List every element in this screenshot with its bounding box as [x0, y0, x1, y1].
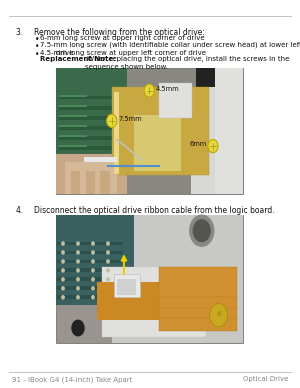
FancyBboxPatch shape: [56, 68, 127, 163]
Circle shape: [72, 320, 84, 336]
FancyBboxPatch shape: [134, 114, 181, 171]
FancyBboxPatch shape: [57, 260, 123, 263]
Text: When replacing the optical drive, install the screws in the
sequence shown below: When replacing the optical drive, instal…: [85, 56, 289, 70]
Circle shape: [92, 296, 94, 299]
FancyBboxPatch shape: [85, 171, 95, 194]
FancyBboxPatch shape: [59, 95, 87, 97]
Text: Optical Drive: Optical Drive: [243, 376, 288, 383]
FancyBboxPatch shape: [57, 277, 123, 281]
Text: 4.5mm: 4.5mm: [156, 86, 179, 92]
Circle shape: [62, 269, 64, 272]
Circle shape: [77, 296, 79, 299]
FancyBboxPatch shape: [196, 68, 243, 99]
Text: 91 - iBook G4 (14-inch) Take Apart: 91 - iBook G4 (14-inch) Take Apart: [12, 376, 132, 383]
FancyBboxPatch shape: [59, 105, 87, 107]
FancyBboxPatch shape: [112, 215, 243, 343]
Text: Remove the following from the optical drive:: Remove the following from the optical dr…: [34, 28, 206, 37]
FancyBboxPatch shape: [59, 126, 112, 130]
FancyBboxPatch shape: [57, 295, 123, 299]
Text: 4.: 4.: [15, 206, 22, 215]
FancyBboxPatch shape: [190, 87, 243, 194]
Circle shape: [62, 251, 64, 254]
Text: •: •: [35, 35, 40, 44]
FancyBboxPatch shape: [97, 282, 228, 320]
Text: 7.5-mm long screw (with identifiable collar under screw head) at lower left corn: 7.5-mm long screw (with identifiable col…: [40, 42, 300, 55]
Circle shape: [77, 269, 79, 272]
Text: •: •: [35, 50, 40, 59]
FancyBboxPatch shape: [59, 116, 112, 120]
FancyBboxPatch shape: [56, 215, 134, 305]
Circle shape: [77, 242, 79, 245]
Text: 3.: 3.: [15, 28, 22, 37]
Circle shape: [62, 296, 64, 299]
FancyBboxPatch shape: [102, 267, 206, 337]
FancyBboxPatch shape: [59, 136, 112, 140]
Circle shape: [92, 251, 94, 254]
Circle shape: [92, 278, 94, 281]
Text: Disconnect the optical drive ribbon cable from the logic board.: Disconnect the optical drive ribbon cabl…: [34, 206, 275, 215]
Text: •: •: [35, 42, 40, 50]
FancyBboxPatch shape: [215, 68, 243, 194]
Circle shape: [92, 269, 94, 272]
FancyBboxPatch shape: [70, 171, 80, 194]
FancyBboxPatch shape: [56, 68, 243, 194]
Text: ©: ©: [216, 313, 221, 318]
FancyBboxPatch shape: [65, 163, 117, 194]
FancyBboxPatch shape: [59, 146, 87, 147]
Circle shape: [208, 140, 217, 152]
FancyBboxPatch shape: [114, 274, 140, 297]
FancyBboxPatch shape: [59, 135, 87, 137]
FancyBboxPatch shape: [159, 267, 237, 331]
Text: 6mm: 6mm: [189, 141, 206, 147]
Circle shape: [107, 251, 109, 254]
FancyBboxPatch shape: [57, 242, 123, 245]
FancyBboxPatch shape: [57, 251, 123, 254]
FancyBboxPatch shape: [59, 115, 87, 117]
FancyBboxPatch shape: [56, 215, 243, 343]
FancyBboxPatch shape: [57, 286, 123, 289]
Circle shape: [145, 85, 154, 97]
FancyBboxPatch shape: [100, 171, 110, 194]
FancyBboxPatch shape: [112, 87, 209, 175]
FancyBboxPatch shape: [59, 146, 112, 150]
Circle shape: [92, 287, 94, 290]
Circle shape: [62, 242, 64, 245]
Text: 4.5-mm long screw at upper left corner of drive: 4.5-mm long screw at upper left corner o…: [40, 50, 206, 55]
Circle shape: [107, 296, 109, 299]
Circle shape: [92, 260, 94, 263]
Circle shape: [77, 278, 79, 281]
FancyBboxPatch shape: [59, 125, 87, 127]
Text: Replacement Note:: Replacement Note:: [40, 56, 116, 62]
FancyBboxPatch shape: [56, 154, 127, 194]
Text: 6-mm long screw at upper right corner of drive: 6-mm long screw at upper right corner of…: [40, 35, 205, 41]
Circle shape: [62, 278, 64, 281]
Circle shape: [210, 303, 228, 327]
Circle shape: [190, 215, 214, 246]
Circle shape: [107, 242, 109, 245]
Circle shape: [107, 260, 109, 263]
FancyBboxPatch shape: [59, 106, 112, 109]
Circle shape: [107, 269, 109, 272]
Circle shape: [77, 260, 79, 263]
FancyBboxPatch shape: [84, 158, 117, 163]
Circle shape: [62, 287, 64, 290]
Circle shape: [107, 287, 109, 290]
Circle shape: [77, 251, 79, 254]
Circle shape: [62, 260, 64, 263]
Circle shape: [107, 278, 109, 281]
FancyBboxPatch shape: [117, 279, 136, 295]
Circle shape: [194, 220, 210, 242]
Circle shape: [92, 242, 94, 245]
Text: 7.5mm: 7.5mm: [118, 116, 142, 122]
FancyBboxPatch shape: [114, 92, 119, 174]
FancyBboxPatch shape: [159, 83, 192, 118]
Circle shape: [77, 287, 79, 290]
Circle shape: [107, 115, 116, 126]
FancyBboxPatch shape: [57, 268, 123, 272]
FancyBboxPatch shape: [59, 96, 112, 99]
